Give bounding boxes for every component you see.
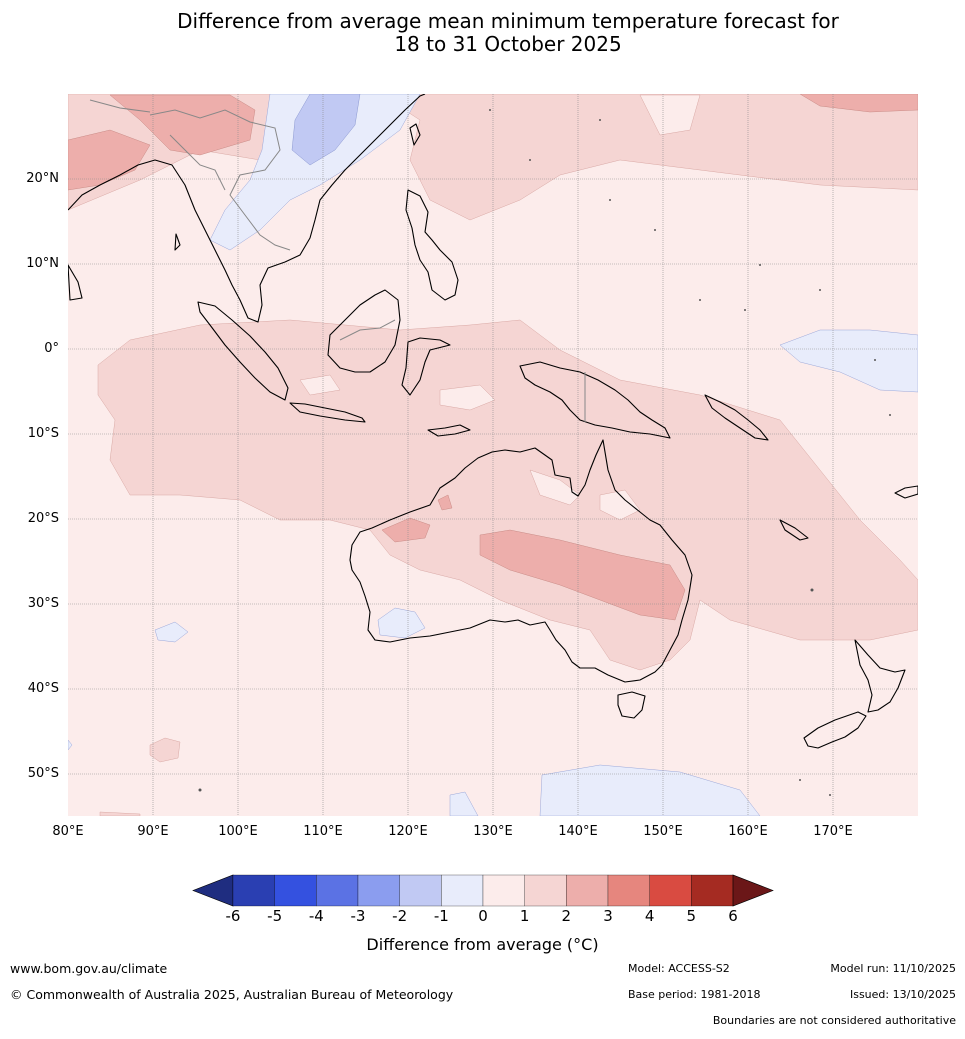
colorbar-tick-label: -1 <box>433 907 449 925</box>
colorbar-swatch <box>316 874 359 907</box>
anomaly-2-to-3-regions <box>68 94 918 621</box>
coastline-java <box>289 402 366 423</box>
lon-tick-label: 140°E <box>558 824 598 839</box>
colorbar-title: Difference from average (°C) <box>366 935 599 954</box>
colorbar-tick-label: -2 <box>392 907 408 925</box>
colorbar-extend-high <box>732 874 774 907</box>
anomaly-minus2-to-minus1-region <box>291 94 361 166</box>
colorbar-swatches <box>192 874 774 907</box>
footer-copyright: © Commonwealth of Australia 2025, Austra… <box>10 987 454 1002</box>
footer-model: Model: ACCESS-S2 <box>628 962 730 975</box>
colorbar-tick-label: 0 <box>478 907 488 925</box>
coastline-new-caledonia <box>779 519 809 541</box>
footer-website: www.bom.gov.au/climate <box>10 961 168 976</box>
colorbar-swatch <box>566 874 609 907</box>
colorbar-swatch <box>649 874 692 907</box>
colorbar-swatch <box>524 874 567 907</box>
colorbar-swatch <box>691 874 734 907</box>
lat-tick-label: 20°S <box>27 511 59 526</box>
colorbar-swatch <box>399 874 442 907</box>
coastline-new-zealand-north <box>854 639 906 713</box>
colorbar-swatch <box>441 874 484 907</box>
colorbar-tick-label: -3 <box>350 907 366 925</box>
lon-tick-label: 80°E <box>52 824 84 839</box>
colorbar-tick-label: 6 <box>728 907 738 925</box>
lon-tick-label: 100°E <box>218 824 258 839</box>
chart-title: Difference from average mean minimum tem… <box>0 10 965 56</box>
footer-issued: Issued: 13/10/2025 <box>849 988 956 1001</box>
lon-tick-label: 170°E <box>813 824 853 839</box>
lon-tick-label: 120°E <box>388 824 428 839</box>
colorbar-swatch <box>274 874 317 907</box>
colorbar-tick-label: 3 <box>603 907 613 925</box>
coastlines <box>68 94 918 749</box>
lat-tick-label: 50°S <box>27 766 59 781</box>
lat-tick-label: 0° <box>44 341 59 356</box>
lon-tick-label: 150°E <box>643 824 683 839</box>
colorbar-swatch <box>607 874 650 907</box>
lat-tick-label: 10°S <box>27 426 59 441</box>
coastline-new-zealand-south <box>803 711 867 749</box>
colorbar-swatch <box>482 874 525 907</box>
colorbar-swatch <box>357 874 400 907</box>
colorbar-extend-low <box>192 874 234 907</box>
coastline-sumatra <box>197 301 289 401</box>
coastline-new-guinea <box>519 361 671 439</box>
coastline-fiji <box>894 485 918 499</box>
title-line-2: 18 to 31 October 2025 <box>394 32 622 56</box>
colorbar-tick-label: 1 <box>519 907 530 925</box>
lat-tick-label: 20°N <box>26 171 59 186</box>
footer-disclaimer: Boundaries are not considered authoritat… <box>712 1014 956 1027</box>
colorbar-tick-label: -5 <box>267 907 283 925</box>
coastline-india-tip <box>68 264 83 301</box>
colorbar-tick-label: 5 <box>686 907 697 925</box>
lat-tick-label: 30°S <box>27 596 59 611</box>
lon-tick-label: 160°E <box>728 824 768 839</box>
anomaly-1-to-2-regions <box>68 94 918 671</box>
graticule <box>68 94 918 816</box>
lon-tick-label: 130°E <box>473 824 513 839</box>
title-line-1: Difference from average mean minimum tem… <box>177 9 839 33</box>
lon-tick-label: 90°E <box>137 824 169 839</box>
coastline-philippines <box>405 189 459 301</box>
footer-base-period: Base period: 1981-2018 <box>628 988 761 1001</box>
small-islands <box>198 109 891 796</box>
coastline-tasmania <box>617 691 646 719</box>
footer-model-run: Model run: 11/10/2025 <box>830 962 956 975</box>
lon-tick-label: 110°E <box>303 824 343 839</box>
coastline-sulawesi <box>401 337 451 396</box>
coastline-solomons <box>704 394 769 441</box>
colorbar-tick-label: -6 <box>225 907 241 925</box>
coastline-timor <box>427 424 471 437</box>
lat-tick-label: 10°N <box>26 256 59 271</box>
country-boundaries <box>89 99 586 422</box>
anomaly-0-to-1-holes <box>299 94 701 521</box>
coastline-asia <box>68 94 426 323</box>
coastline-borneo <box>327 289 401 373</box>
coastline-sri-lanka <box>174 233 181 251</box>
colorbar-tick-label: 4 <box>644 907 655 925</box>
colorbar-swatch <box>232 874 275 907</box>
coastline-australia <box>349 439 693 683</box>
lat-tick-label: 40°S <box>27 681 59 696</box>
colorbar-tick-label: 2 <box>561 907 572 925</box>
anomaly-minus1-to-0-regions <box>68 94 918 816</box>
colorbar-tick-label: -4 <box>308 907 324 925</box>
anomaly-1-to-2-blobs <box>99 737 181 816</box>
coastline-taiwan <box>409 123 421 146</box>
